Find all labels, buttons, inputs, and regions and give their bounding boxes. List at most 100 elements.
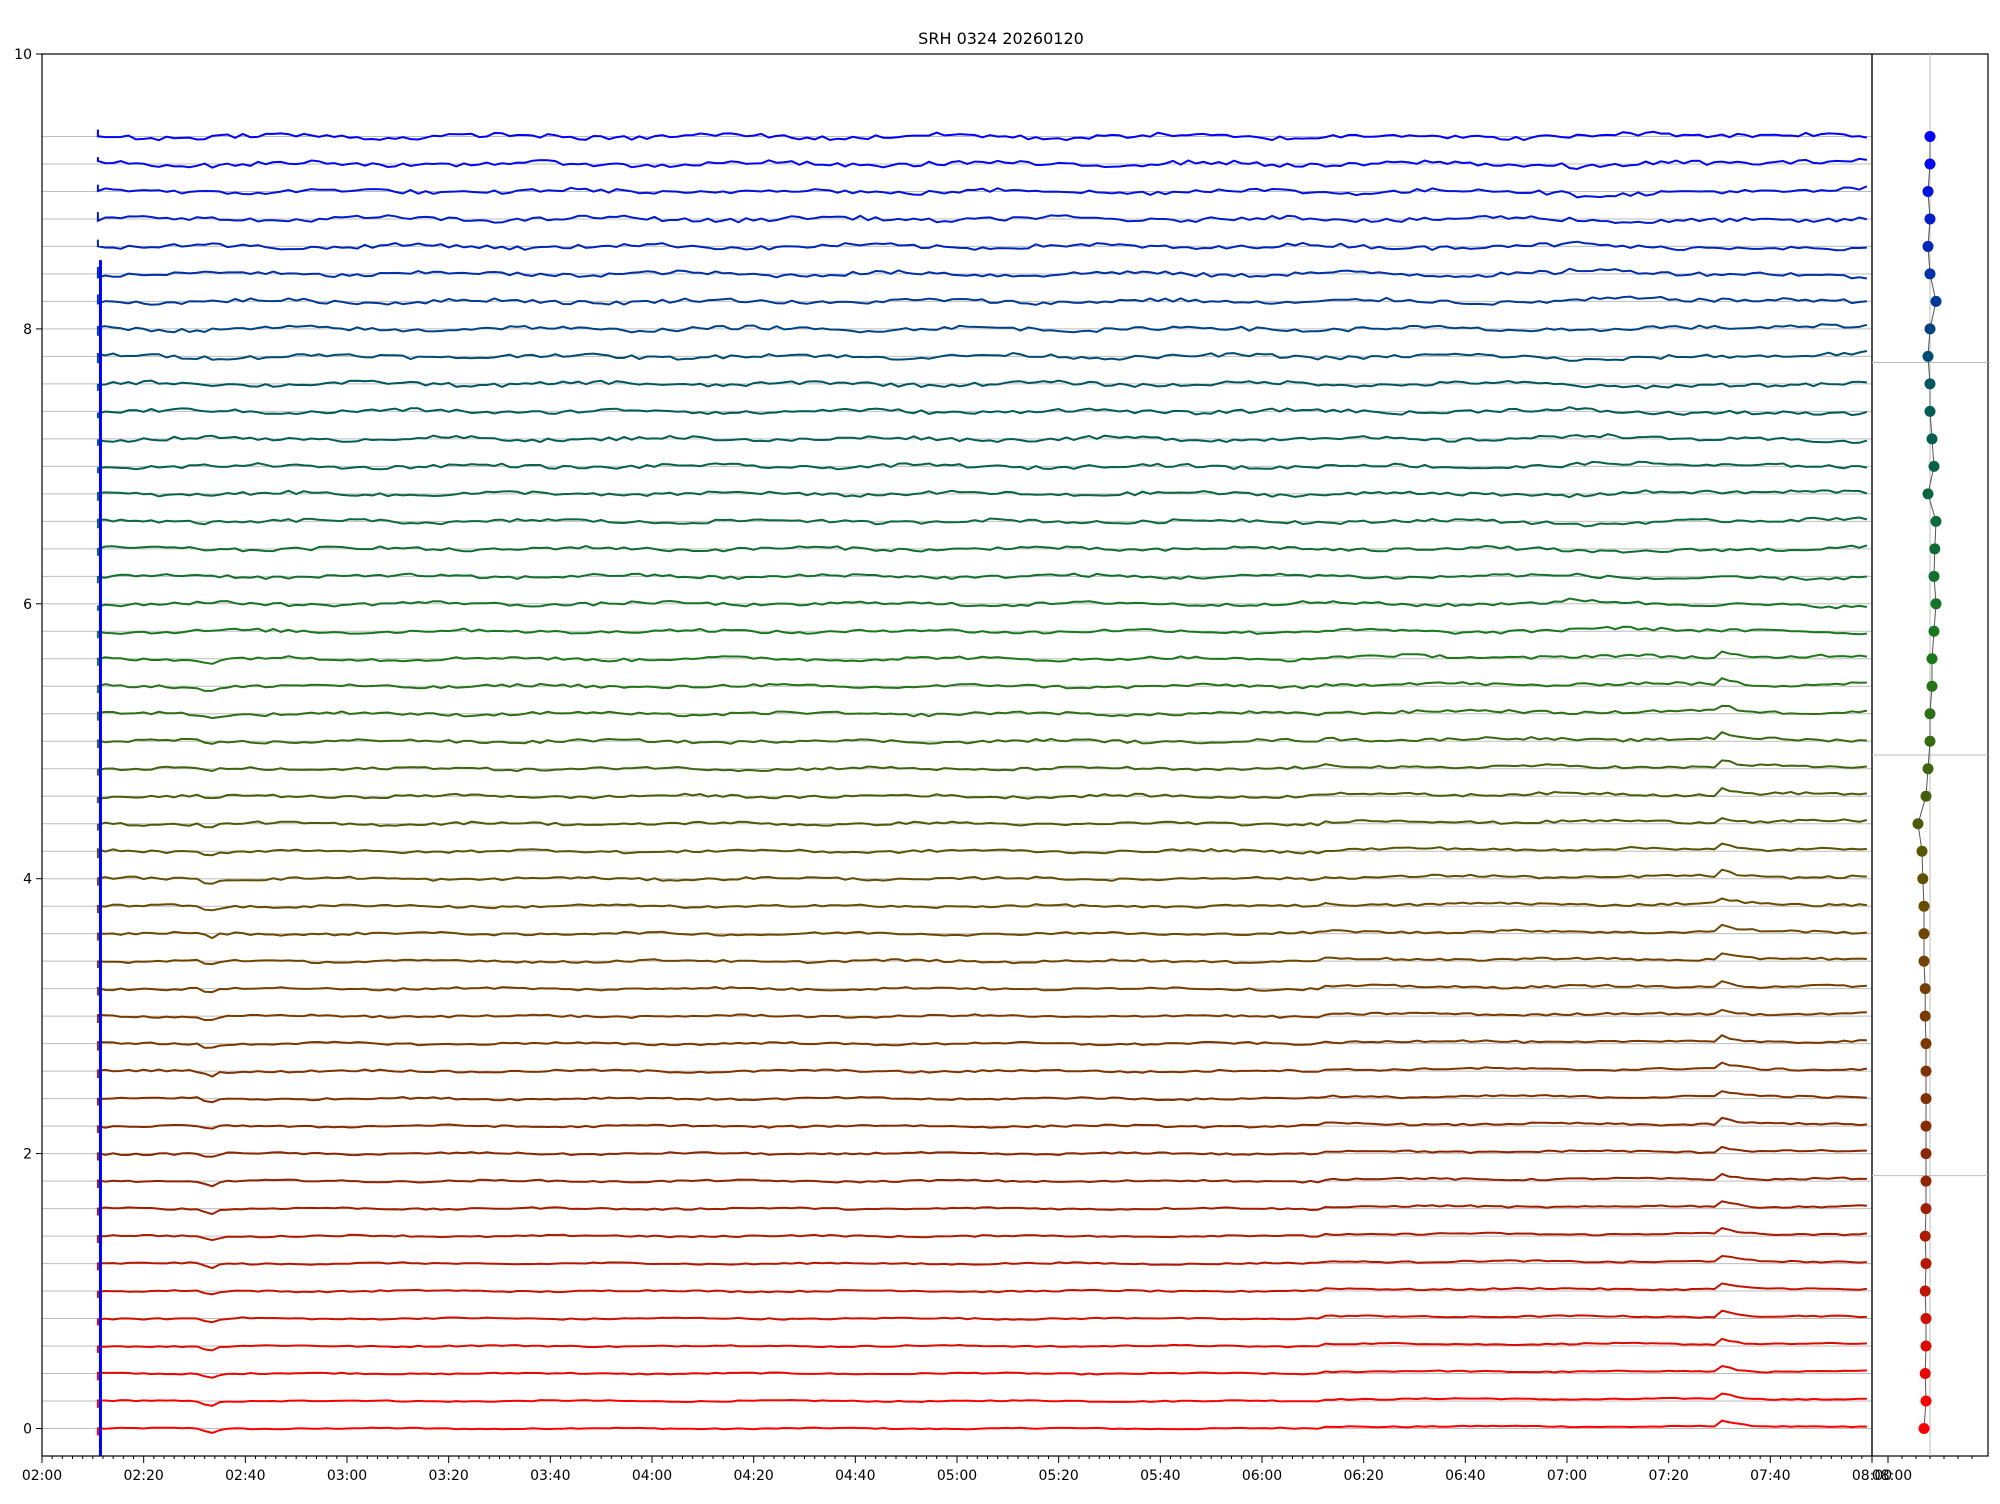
trace-line-6 <box>96 1254 1867 1271</box>
x-tick-label-10: 05:20 <box>1038 1468 1078 1484</box>
chart-title: SRH 0324 20260120 <box>918 29 1084 48</box>
side-point-27 <box>1926 680 1938 692</box>
side-point-31 <box>1928 570 1940 582</box>
trace-line-33 <box>96 516 1868 529</box>
side-point-10 <box>1920 1148 1932 1160</box>
y-tick-label-2: 4 <box>23 872 32 888</box>
side-point-13 <box>1920 1065 1932 1077</box>
trace-line-38 <box>96 379 1867 391</box>
trace-line-14 <box>96 1034 1867 1051</box>
trace-line-13 <box>96 1061 1868 1078</box>
x-tick-label-0: 02:00 <box>22 1468 62 1484</box>
trace-line-43 <box>96 239 1867 252</box>
side-point-37 <box>1924 405 1936 417</box>
trace-line-47 <box>96 129 1868 142</box>
trace-line-1 <box>96 1392 1867 1408</box>
x-tick-label-3: 03:00 <box>327 1468 367 1484</box>
trace-line-37 <box>96 406 1868 419</box>
x-tick-label-2: 02:40 <box>225 1468 265 1484</box>
trace-line-20 <box>96 868 1867 886</box>
side-point-6 <box>1920 1258 1932 1270</box>
trace-line-26 <box>96 704 1868 721</box>
side-point-39 <box>1922 350 1934 362</box>
trace-line-21 <box>96 842 1867 859</box>
trace-line-40 <box>96 323 1868 336</box>
plot-frame <box>41 53 1873 1457</box>
trace-line-10 <box>96 1145 1867 1161</box>
trace-line-8 <box>96 1200 1867 1216</box>
side-point-12 <box>1920 1093 1932 1105</box>
trace-line-11 <box>96 1116 1867 1133</box>
y-tick-label-5: 10 <box>14 47 32 63</box>
y-tick-label-0: 0 <box>23 1422 32 1438</box>
trace-line-15 <box>96 1008 1867 1023</box>
side-point-40 <box>1924 323 1936 335</box>
side-point-25 <box>1924 735 1936 747</box>
trace-line-24 <box>96 759 1868 776</box>
x-tick-label-7: 04:20 <box>733 1468 773 1484</box>
side-point-32 <box>1929 543 1941 555</box>
trace-line-4 <box>96 1309 1867 1326</box>
trace-line-23 <box>96 786 1868 804</box>
x-tick-label-4: 03:20 <box>428 1468 468 1484</box>
side-point-2 <box>1919 1368 1931 1380</box>
trace-line-28 <box>96 650 1868 666</box>
x-tick-label-18: 08:00 <box>1852 1468 1892 1484</box>
trace-line-18 <box>96 923 1867 941</box>
side-point-18 <box>1918 928 1930 940</box>
trace-line-35 <box>96 460 1868 474</box>
trace-line-25 <box>96 731 1867 749</box>
y-tick-label-1: 2 <box>23 1147 32 1163</box>
side-point-28 <box>1926 653 1938 665</box>
trace-line-42 <box>96 267 1868 280</box>
x-tick-label-1: 02:20 <box>123 1468 163 1484</box>
side-point-44 <box>1924 213 1936 225</box>
trace-line-16 <box>96 980 1867 996</box>
side-plot-area: 08:00 <box>1871 53 1989 1484</box>
trace-line-7 <box>96 1227 1868 1243</box>
side-point-23 <box>1920 790 1932 802</box>
x-tick-label-14: 06:40 <box>1445 1468 1485 1484</box>
side-point-22 <box>1912 818 1924 830</box>
main-plot-area: 0 2 4 6 8 10 02:00 02:20 02:40 03:00 03:20 03:40 04:… <box>14 47 1892 1484</box>
side-point-17 <box>1918 955 1930 967</box>
trace-line-36 <box>96 433 1868 446</box>
side-point-30 <box>1930 598 1942 610</box>
trace-line-27 <box>96 677 1867 694</box>
x-tick-label-17: 07:40 <box>1750 1468 1790 1484</box>
trace-line-3 <box>96 1337 1867 1353</box>
trace-line-2 <box>96 1364 1867 1381</box>
side-point-16 <box>1919 983 1931 995</box>
side-point-3 <box>1920 1340 1932 1352</box>
side-point-34 <box>1922 488 1934 500</box>
side-point-46 <box>1924 158 1936 170</box>
y-tick-label-4: 8 <box>23 322 32 338</box>
trace-line-46 <box>96 157 1868 171</box>
side-point-41 <box>1930 295 1942 307</box>
trace-line-31 <box>96 572 1867 584</box>
y-tick-label-3: 6 <box>23 597 32 613</box>
x-tick-label-11: 05:40 <box>1140 1468 1180 1484</box>
side-point-0 <box>1918 1423 1930 1435</box>
trace-line-29 <box>96 625 1867 639</box>
x-tick-label-5: 03:40 <box>530 1468 570 1484</box>
side-point-14 <box>1920 1038 1932 1050</box>
x-tick-label-13: 06:20 <box>1343 1468 1383 1484</box>
side-point-8 <box>1920 1203 1932 1215</box>
trace-line-12 <box>96 1090 1867 1106</box>
trace-line-5 <box>96 1282 1868 1298</box>
trace-line-0 <box>96 1419 1867 1436</box>
side-point-20 <box>1917 873 1929 885</box>
side-x-tick-label-0: 08:00 <box>1872 1468 1912 1484</box>
trace-line-39 <box>96 350 1868 364</box>
trace-line-30 <box>96 597 1868 611</box>
x-tick-label-6: 04:00 <box>632 1468 672 1484</box>
trace-line-22 <box>96 817 1868 831</box>
trace-line-34 <box>96 489 1868 501</box>
side-point-43 <box>1922 240 1934 252</box>
trace-line-17 <box>96 952 1867 968</box>
side-point-15 <box>1919 1010 1931 1022</box>
side-point-11 <box>1920 1120 1932 1132</box>
